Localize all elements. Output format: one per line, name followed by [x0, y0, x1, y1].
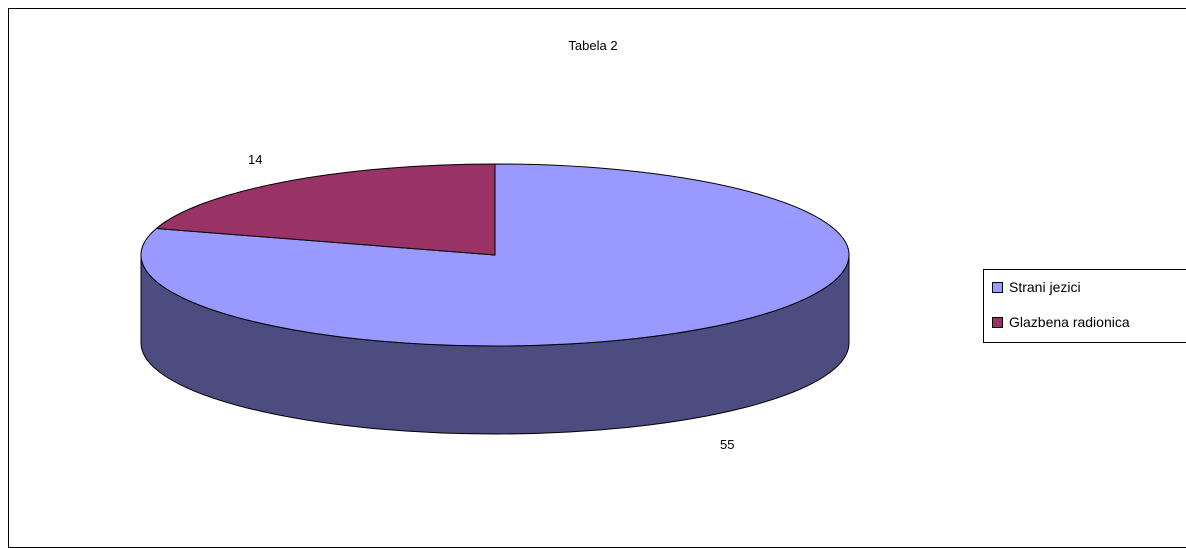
pie-chart [140, 163, 850, 435]
pie-slice-glazbena-radionica [155, 163, 496, 256]
legend-swatch-strani-jezici [992, 281, 1003, 293]
legend-label: Strani jezici [1009, 279, 1081, 295]
legend-label: Glazbena radionica [1009, 314, 1130, 330]
legend: Strani jezici Glazbena radionica [983, 269, 1186, 343]
data-label-strani-jezici: 55 [720, 437, 735, 452]
legend-swatch-glazbena-radionica [992, 316, 1003, 328]
legend-item-strani-jezici: Strani jezici [992, 279, 1081, 295]
chart-title: Tabela 2 [568, 38, 618, 53]
legend-item-glazbena-radionica: Glazbena radionica [992, 314, 1130, 330]
data-label-glazbena-radionica: 14 [248, 152, 263, 167]
